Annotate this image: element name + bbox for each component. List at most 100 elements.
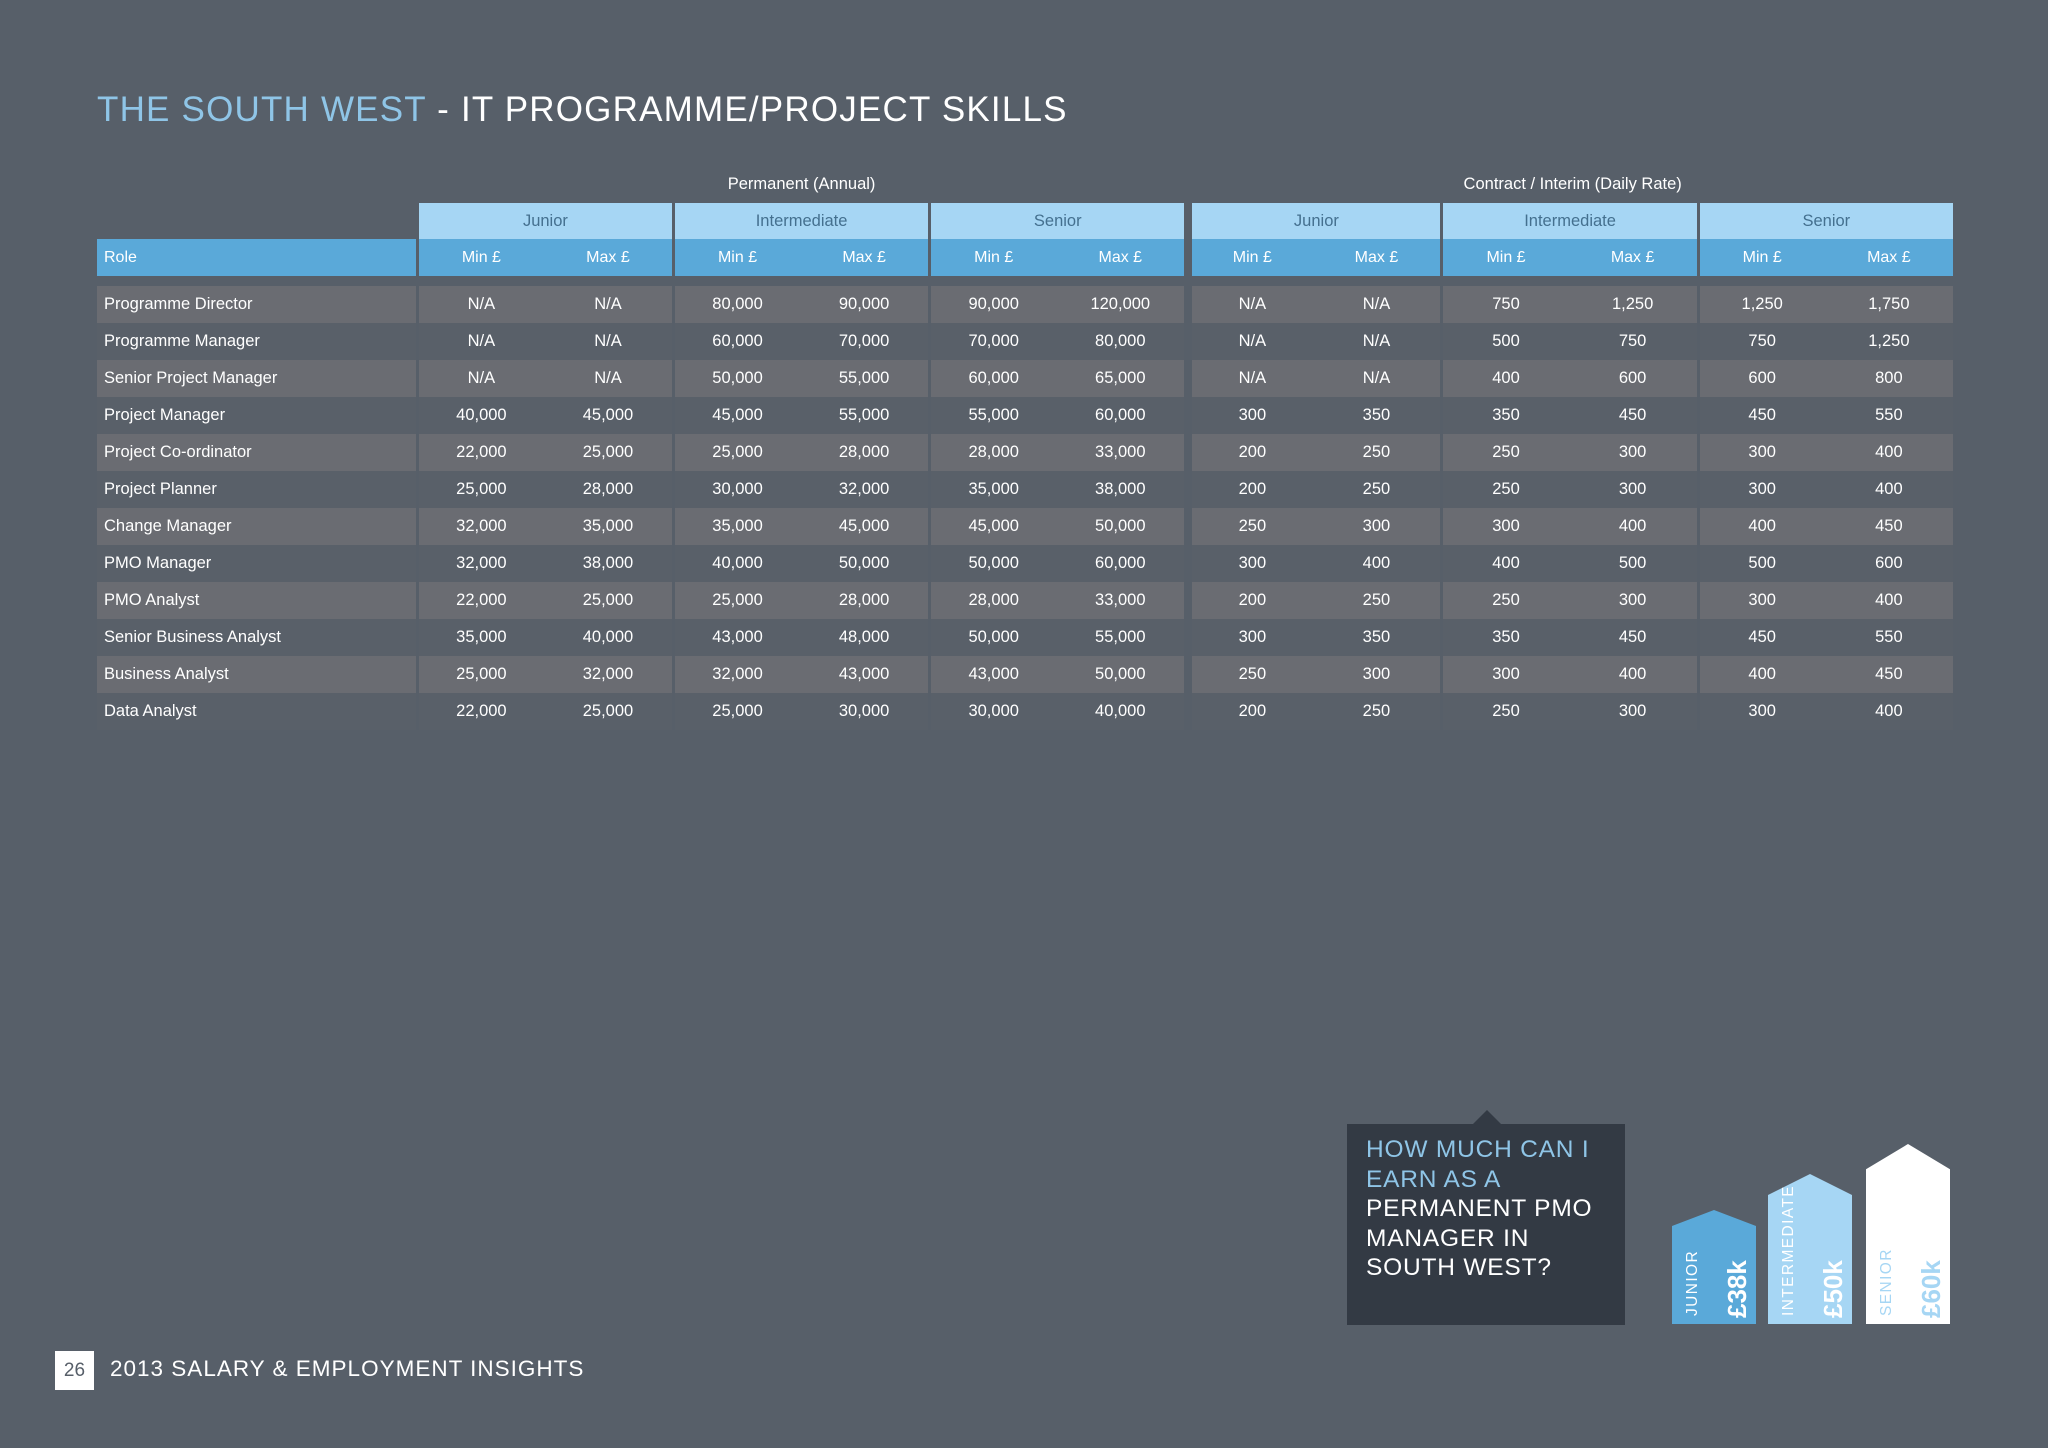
blank-cell bbox=[97, 166, 416, 203]
min-cell: 600 bbox=[1696, 360, 1825, 397]
min-cell: 450 bbox=[1696, 397, 1825, 434]
group-header-permanent: Permanent (Annual) bbox=[727, 175, 876, 193]
min-cell: 300 bbox=[1696, 471, 1825, 508]
salary-table: Permanent (Annual) Contract / Interim (D… bbox=[97, 166, 1953, 730]
max-cell: 30,000 bbox=[800, 693, 929, 730]
table-row: Senior Business Analyst 35,000 40,000 43,00… bbox=[97, 619, 1953, 656]
min-cell: 250 bbox=[1184, 508, 1313, 545]
column-header-row: Role Min £ Max £ Min £ Max £ Min £ Max £… bbox=[97, 239, 1953, 276]
max-cell: 55,000 bbox=[800, 360, 929, 397]
min-cell: 50,000 bbox=[928, 619, 1057, 656]
max-cell: 400 bbox=[1824, 434, 1953, 471]
max-cell: 300 bbox=[1568, 434, 1697, 471]
max-cell: 38,000 bbox=[543, 545, 672, 582]
max-cell: 250 bbox=[1312, 434, 1441, 471]
level-header: Senior bbox=[1696, 203, 1953, 239]
min-cell: 450 bbox=[1696, 619, 1825, 656]
min-cell: 50,000 bbox=[928, 545, 1057, 582]
min-cell: 400 bbox=[1696, 656, 1825, 693]
role-cell: PMO Analyst bbox=[97, 582, 416, 619]
min-cell: 35,000 bbox=[928, 471, 1057, 508]
max-cell: 400 bbox=[1824, 693, 1953, 730]
max-cell: 55,000 bbox=[1056, 619, 1185, 656]
min-cell: 30,000 bbox=[672, 471, 801, 508]
min-cell: 55,000 bbox=[928, 397, 1057, 434]
min-cell: 25,000 bbox=[415, 471, 544, 508]
max-cell: 300 bbox=[1568, 582, 1697, 619]
max-cell: 50,000 bbox=[800, 545, 929, 582]
max-cell: 70,000 bbox=[800, 323, 929, 360]
max-column-header: Max £ bbox=[800, 239, 929, 276]
min-column-header: Min £ bbox=[1696, 239, 1825, 276]
bar-level-label: JUNIOR bbox=[1684, 1249, 1701, 1316]
max-cell: 300 bbox=[1568, 471, 1697, 508]
level-header: Junior bbox=[1184, 203, 1441, 239]
callout-question-rest: PERMANENT PMO MANAGER IN SOUTH WEST? bbox=[1366, 1195, 1593, 1281]
level-header: Intermediate bbox=[672, 203, 929, 239]
min-cell: 80,000 bbox=[672, 286, 801, 323]
level-header: Senior bbox=[928, 203, 1185, 239]
max-cell: 1,750 bbox=[1824, 286, 1953, 323]
blank-cell bbox=[97, 203, 416, 239]
min-column-header: Min £ bbox=[1184, 239, 1313, 276]
max-cell: 55,000 bbox=[800, 397, 929, 434]
min-cell: 750 bbox=[1696, 323, 1825, 360]
max-cell: 45,000 bbox=[800, 508, 929, 545]
max-cell: 90,000 bbox=[800, 286, 929, 323]
min-column-header: Min £ bbox=[415, 239, 544, 276]
role-cell: Senior Project Manager bbox=[97, 360, 416, 397]
min-cell: 200 bbox=[1184, 471, 1313, 508]
min-cell: 400 bbox=[1440, 360, 1569, 397]
max-cell: 550 bbox=[1824, 397, 1953, 434]
max-cell: 450 bbox=[1824, 508, 1953, 545]
role-cell: Data Analyst bbox=[97, 693, 416, 730]
max-cell: 300 bbox=[1312, 508, 1441, 545]
group-header-row: Permanent (Annual) Contract / Interim (D… bbox=[97, 166, 1953, 203]
salary-table-body: Programme Director N/A N/A 80,000 90,000 90,0… bbox=[97, 286, 1953, 730]
max-column-header: Max £ bbox=[1312, 239, 1441, 276]
min-cell: 350 bbox=[1440, 397, 1569, 434]
max-cell: 350 bbox=[1312, 397, 1441, 434]
max-cell: N/A bbox=[1312, 286, 1441, 323]
bar-salary-value: £38k bbox=[1722, 1260, 1752, 1318]
max-cell: 65,000 bbox=[1056, 360, 1185, 397]
min-column-header: Min £ bbox=[672, 239, 801, 276]
bar-level-label: INTERMEDIATE bbox=[1780, 1184, 1797, 1316]
table-row: Programme Manager N/A N/A 60,000 70,000 70,00… bbox=[97, 323, 1953, 360]
min-cell: 300 bbox=[1696, 582, 1825, 619]
max-cell: 40,000 bbox=[1056, 693, 1185, 730]
max-cell: 32,000 bbox=[800, 471, 929, 508]
max-cell: 450 bbox=[1824, 656, 1953, 693]
role-cell: Change Manager bbox=[97, 508, 416, 545]
max-cell: 400 bbox=[1824, 471, 1953, 508]
min-cell: N/A bbox=[415, 286, 544, 323]
max-cell: 25,000 bbox=[543, 693, 672, 730]
max-cell: 25,000 bbox=[543, 434, 672, 471]
max-cell: 43,000 bbox=[800, 656, 929, 693]
bar-salary-value: £60k bbox=[1916, 1260, 1946, 1318]
max-cell: 1,250 bbox=[1568, 286, 1697, 323]
max-cell: 400 bbox=[1568, 508, 1697, 545]
table-row: PMO Manager 32,000 38,000 40,000 50,000 50,00… bbox=[97, 545, 1953, 582]
min-cell: 70,000 bbox=[928, 323, 1057, 360]
min-column-header: Min £ bbox=[928, 239, 1057, 276]
callout-pointer bbox=[1473, 1110, 1501, 1124]
min-cell: 90,000 bbox=[928, 286, 1057, 323]
table-row: Project Co-ordinator 22,000 25,000 25,000 28… bbox=[97, 434, 1953, 471]
min-cell: 300 bbox=[1696, 434, 1825, 471]
min-cell: 35,000 bbox=[672, 508, 801, 545]
role-cell: Programme Director bbox=[97, 286, 416, 323]
min-cell: 300 bbox=[1696, 693, 1825, 730]
table-row: Project Manager 40,000 45,000 45,000 55,000 5… bbox=[97, 397, 1953, 434]
max-cell: 35,000 bbox=[543, 508, 672, 545]
role-cell: Programme Manager bbox=[97, 323, 416, 360]
max-cell: 48,000 bbox=[800, 619, 929, 656]
max-cell: 250 bbox=[1312, 471, 1441, 508]
role-column-header: Role bbox=[97, 239, 416, 276]
min-cell: 300 bbox=[1184, 619, 1313, 656]
group-header-contract: Contract / Interim (Daily Rate) bbox=[1463, 175, 1682, 193]
min-cell: 22,000 bbox=[415, 582, 544, 619]
level-header: Junior bbox=[415, 203, 672, 239]
max-cell: 80,000 bbox=[1056, 323, 1185, 360]
min-cell: 300 bbox=[1184, 545, 1313, 582]
